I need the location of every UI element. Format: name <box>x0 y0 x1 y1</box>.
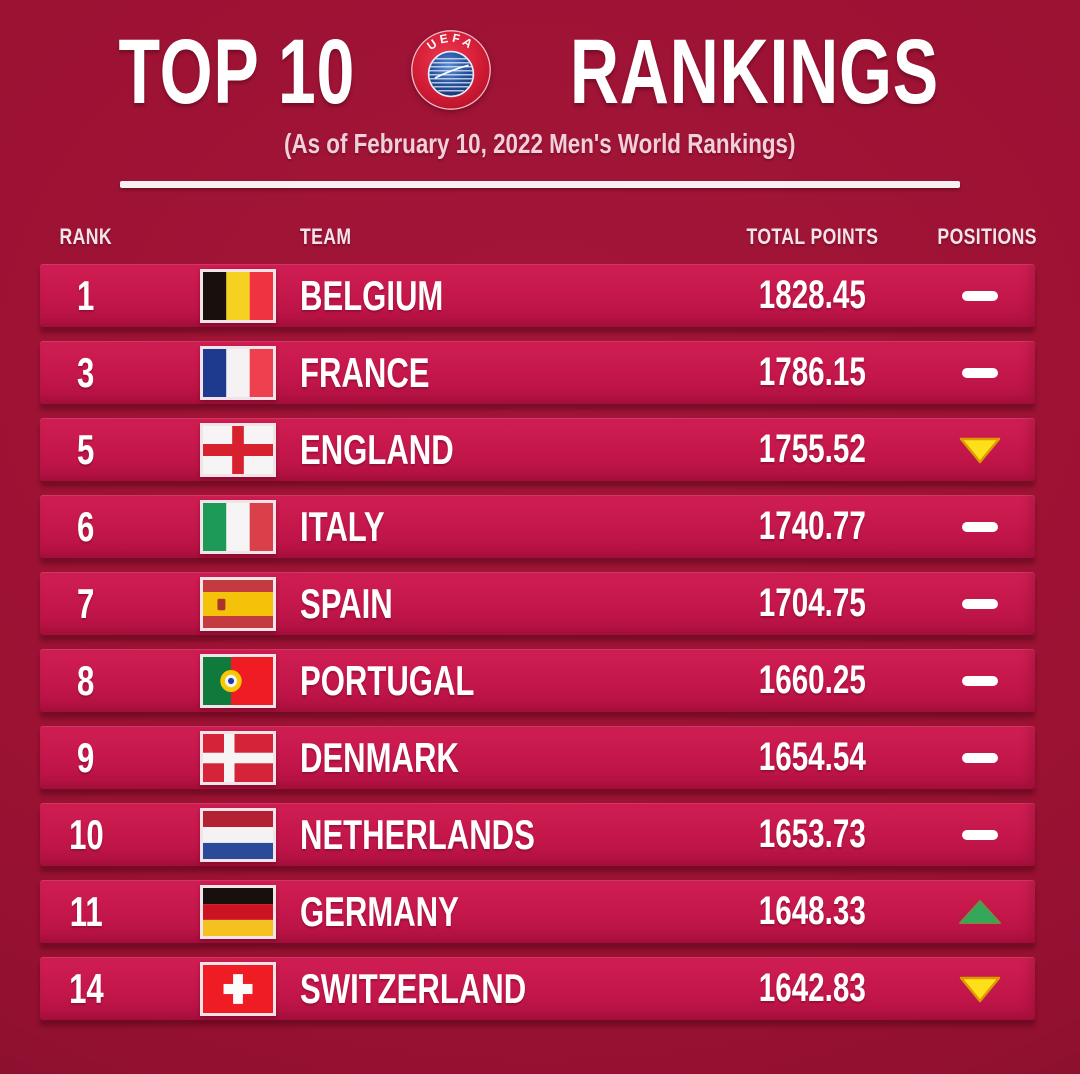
france-flag-icon <box>200 345 276 400</box>
total-points-value: 1704.75 <box>759 581 866 625</box>
team-name: PORTUGAL <box>300 656 475 704</box>
spain-flag-icon <box>200 576 276 631</box>
rank-up-indicator <box>957 898 1003 926</box>
table-row: 8 PORTUGAL 1660.25 <box>40 649 1035 712</box>
table-row: 5 ENGLAND 1755.52 <box>40 418 1035 481</box>
total-points-value: 1755.52 <box>759 427 866 471</box>
rank-value: 14 <box>68 964 104 1012</box>
team-name: ENGLAND <box>300 425 454 473</box>
no-change-indicator <box>961 367 999 379</box>
table-header-row: RANK TEAM TOTAL POINTS POSITIONS <box>40 222 1037 252</box>
no-change-indicator <box>961 752 999 764</box>
team-name: FRANCE <box>300 348 430 396</box>
total-points-value: 1653.73 <box>759 812 866 856</box>
no-change-indicator <box>961 598 999 610</box>
table-row: 10 NETHERLANDS 1653.73 <box>40 803 1035 866</box>
positions-cell <box>925 521 1035 533</box>
team-name: ITALY <box>300 502 385 550</box>
flag-cell <box>132 730 300 785</box>
team-name: DENMARK <box>300 733 459 781</box>
flag-cell <box>132 268 300 323</box>
column-header-total-points: TOTAL POINTS <box>746 224 879 249</box>
england-flag-icon <box>200 422 276 477</box>
positions-cell <box>925 675 1035 687</box>
no-change-indicator <box>961 829 999 841</box>
belgium-flag-icon <box>200 268 276 323</box>
rank-down-indicator <box>957 974 1003 1004</box>
rank-value: 7 <box>77 579 95 627</box>
page-title: TOP 10 <box>0 0 1080 118</box>
table-row: 9 DENMARK 1654.54 <box>40 726 1035 789</box>
total-points-value: 1642.83 <box>759 966 866 1010</box>
total-points-value: 1660.25 <box>759 658 866 702</box>
team-name: BELGIUM <box>300 271 444 319</box>
positions-cell <box>925 367 1035 379</box>
positions-cell <box>925 290 1035 302</box>
positions-cell <box>925 829 1035 841</box>
no-change-indicator <box>961 675 999 687</box>
switzerland-flag-icon <box>200 961 276 1016</box>
germany-flag-icon <box>200 884 276 939</box>
table-body: 1 BELGIUM 1828.45 3 FRANCE 1786.15 5 ENG… <box>40 264 1035 1020</box>
table-row: 7 SPAIN 1704.75 <box>40 572 1035 635</box>
no-change-indicator <box>961 290 999 302</box>
netherlands-flag-icon <box>200 807 276 862</box>
rank-value: 5 <box>77 425 95 473</box>
flag-cell <box>132 884 300 939</box>
table-row: 11 GERMANY 1648.33 <box>40 880 1035 943</box>
flag-cell <box>132 345 300 400</box>
team-name: NETHERLANDS <box>300 810 535 858</box>
flag-cell <box>132 807 300 862</box>
flag-cell <box>132 576 300 631</box>
total-points-value: 1654.54 <box>759 735 866 779</box>
uefa-logo-icon: UEFA <box>410 29 491 115</box>
rank-value: 8 <box>77 656 95 704</box>
flag-cell <box>132 961 300 1016</box>
flag-cell <box>132 422 300 477</box>
column-header-rank: RANK <box>59 224 113 249</box>
portugal-flag-icon <box>200 653 276 708</box>
title-left: TOP 10 <box>118 21 355 123</box>
positions-cell <box>925 752 1035 764</box>
total-points-value: 1740.77 <box>759 504 866 548</box>
positions-cell <box>925 974 1035 1004</box>
no-change-indicator <box>961 521 999 533</box>
rank-value: 10 <box>68 810 104 858</box>
table-row: 6 ITALY 1740.77 <box>40 495 1035 558</box>
rank-value: 1 <box>77 271 95 319</box>
title-right: RANKINGS <box>569 21 939 123</box>
team-name: SWITZERLAND <box>300 964 527 1012</box>
table-row: 3 FRANCE 1786.15 <box>40 341 1035 404</box>
divider-line <box>120 181 960 188</box>
table-row: 14 SWITZERLAND 1642.83 <box>40 957 1035 1020</box>
total-points-value: 1828.45 <box>759 273 866 317</box>
rank-value: 9 <box>77 733 95 781</box>
column-header-team: TEAM <box>300 224 352 249</box>
rank-value: 6 <box>77 502 95 550</box>
positions-cell <box>925 435 1035 465</box>
rank-value: 3 <box>77 348 95 396</box>
table-row: 1 BELGIUM 1828.45 <box>40 264 1035 327</box>
rankings-table: RANK TEAM TOTAL POINTS POSITIONS 1 BELGI… <box>40 222 1037 1020</box>
team-name: SPAIN <box>300 579 393 627</box>
total-points-value: 1648.33 <box>759 889 866 933</box>
rank-value: 11 <box>69 887 103 935</box>
column-header-positions: POSITIONS <box>937 224 1037 249</box>
positions-cell <box>925 898 1035 926</box>
rank-down-indicator <box>957 435 1003 465</box>
positions-cell <box>925 598 1035 610</box>
italy-flag-icon <box>200 499 276 554</box>
total-points-value: 1786.15 <box>759 350 866 394</box>
flag-cell <box>132 653 300 708</box>
team-name: GERMANY <box>300 887 459 935</box>
flag-cell <box>132 499 300 554</box>
denmark-flag-icon <box>200 730 276 785</box>
subtitle: (As of February 10, 2022 Men's World Ran… <box>284 128 796 159</box>
